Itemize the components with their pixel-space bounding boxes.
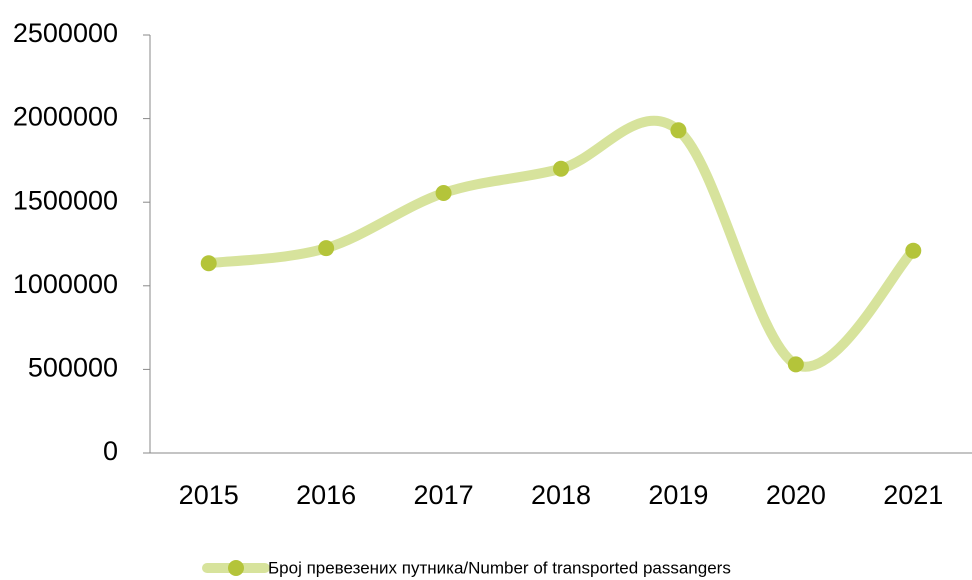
series-line [203, 115, 919, 372]
marker [670, 122, 687, 139]
x-tick-label: 2020 [766, 480, 826, 510]
x-tick-label: 2015 [179, 480, 239, 510]
marker [200, 255, 217, 272]
x-tick-label: 2018 [531, 480, 591, 510]
y-tick-label: 2500000 [13, 18, 118, 48]
x-tick-label: 2019 [648, 480, 708, 510]
x-tick-label: 2021 [883, 480, 943, 510]
marker [787, 356, 804, 373]
legend-marker [228, 560, 244, 576]
y-tick-label: 500000 [28, 353, 118, 383]
marker [318, 240, 335, 257]
marker [905, 242, 922, 259]
y-tick-label: 1000000 [13, 269, 118, 299]
y-tick-label: 1500000 [13, 185, 118, 215]
legend-label: Број превезених путника/Number of transp… [268, 558, 731, 577]
marker [553, 160, 569, 177]
x-tick-label: 2017 [414, 480, 474, 510]
marker [435, 185, 452, 202]
y-tick-label: 0 [103, 436, 118, 466]
y-tick-label: 2000000 [13, 102, 118, 132]
x-tick-label: 2016 [296, 480, 356, 510]
